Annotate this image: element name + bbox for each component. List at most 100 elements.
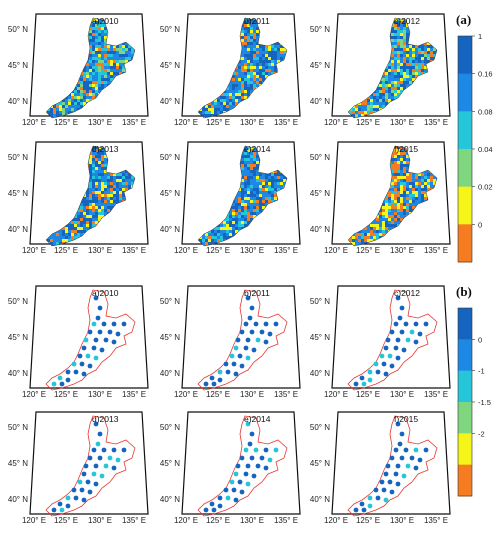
- station-dot: [223, 361, 229, 367]
- station-dot: [85, 479, 91, 485]
- station-dot: [383, 345, 389, 351]
- station-dot: [395, 355, 401, 361]
- lon-tick-label: 130° E: [240, 390, 264, 399]
- colorbar-segment: [458, 224, 472, 263]
- colorbar-segment: [458, 433, 472, 466]
- station-dot: [247, 315, 253, 321]
- lon-tick-label: 135° E: [122, 516, 146, 525]
- a-panel-6: f)2015 50° N 45° N 40° N 120° E 125° E 130° E 1…: [310, 141, 451, 255]
- station-dot: [73, 369, 79, 375]
- station-dot: [121, 447, 127, 453]
- lon-tick-label: 130° E: [240, 516, 264, 525]
- a-panel-4: d)2013 50° N 45° N 40° N 120° E 125° E 130° E 1…: [8, 141, 149, 255]
- lat-tick-label: 45° N: [160, 189, 180, 198]
- part-letter: (b): [456, 284, 472, 299]
- station-dot: [423, 447, 429, 453]
- station-dot: [249, 431, 255, 437]
- lat-tick-label: 45° N: [8, 61, 28, 70]
- lon-tick-label: 130° E: [240, 118, 264, 127]
- lon-tick-label: 120° E: [22, 516, 46, 525]
- station-dot: [95, 441, 101, 447]
- lat-tick-label: 40° N: [310, 97, 330, 106]
- part-letter: (a): [456, 12, 471, 27]
- station-dot: [115, 331, 121, 337]
- station-dot: [65, 495, 71, 501]
- station-dot: [83, 337, 89, 343]
- station-dot: [397, 315, 403, 321]
- colorbar-a: (a) 1 0.16 0.08 0.04 0.02 0: [456, 12, 493, 263]
- station-dot: [399, 329, 405, 335]
- station-dot: [217, 377, 223, 383]
- a-panel-2: b)2011 50° N 45° N 40° N 120° E 125° E 130° E 1…: [160, 13, 301, 127]
- lon-tick-label: 135° E: [274, 516, 298, 525]
- station-dot: [91, 345, 97, 351]
- station-dot: [93, 295, 99, 301]
- region-boundary: [45, 415, 136, 517]
- panel-label: d)2013: [92, 144, 119, 154]
- station-dot: [251, 347, 257, 353]
- station-dot: [77, 479, 83, 485]
- lat-tick-label: 50° N: [310, 423, 330, 432]
- map-region: [197, 415, 288, 517]
- station-dot: [81, 497, 87, 503]
- station-dot: [259, 455, 265, 461]
- station-dot: [233, 497, 239, 503]
- station-dot: [361, 507, 367, 513]
- lat-tick-label: 40° N: [310, 225, 330, 234]
- colorbar-tick-label: 0: [478, 335, 482, 344]
- station-dot: [79, 487, 85, 493]
- station-dot: [83, 463, 89, 469]
- station-dot: [413, 339, 419, 345]
- lat-tick-label: 50° N: [310, 153, 330, 162]
- station-dot: [399, 431, 405, 437]
- station-dot: [255, 337, 261, 343]
- lon-tick-label: 120° E: [324, 390, 348, 399]
- station-dot: [401, 473, 407, 479]
- lat-tick-label: 40° N: [160, 495, 180, 504]
- station-dot: [211, 381, 217, 387]
- a-panel-3: c)2012 50° N 45° N 40° N 120° E 125° E 130° E 1…: [310, 13, 451, 127]
- station-dot: [87, 455, 93, 461]
- map-frame: [331, 285, 451, 389]
- map-region: [347, 415, 438, 517]
- lon-tick-label: 135° E: [122, 246, 146, 255]
- colorbar-segment: [458, 111, 472, 150]
- station-dot: [87, 329, 93, 335]
- panel-label: d)2013: [92, 414, 119, 424]
- station-dot: [375, 495, 381, 501]
- lon-tick-label: 120° E: [174, 118, 198, 127]
- b-panel-1: a)2010 50° N 45° N 40° N 120° E 125° E 130° E 1…: [8, 285, 149, 399]
- station-dot: [399, 455, 405, 461]
- station-dot: [249, 305, 255, 311]
- station-dot: [97, 431, 103, 437]
- station-dot: [233, 471, 239, 477]
- station-dot: [97, 305, 103, 311]
- lon-tick-label: 120° E: [324, 516, 348, 525]
- station-dot: [231, 487, 237, 493]
- station-dot: [87, 363, 93, 369]
- station-dot: [73, 495, 79, 501]
- station-dot: [273, 447, 279, 453]
- station-dot: [253, 447, 259, 453]
- station-dot: [65, 377, 71, 383]
- station-dot: [383, 497, 389, 503]
- station-dot: [107, 329, 113, 335]
- station-dot: [403, 447, 409, 453]
- lon-tick-label: 125° E: [356, 246, 380, 255]
- station-dot: [103, 337, 109, 343]
- lat-tick-label: 45° N: [310, 61, 330, 70]
- station-dot: [353, 507, 359, 513]
- lon-tick-label: 130° E: [240, 246, 264, 255]
- station-dot: [243, 345, 249, 351]
- lon-tick-label: 135° E: [274, 390, 298, 399]
- station-dot: [93, 463, 99, 469]
- lon-tick-label: 120° E: [324, 246, 348, 255]
- region-boundary: [197, 289, 288, 391]
- station-dot: [107, 455, 113, 461]
- station-dot: [229, 353, 235, 359]
- colorbar-segment: [458, 402, 472, 434]
- colorbar-tick-label: 0.02: [478, 183, 493, 192]
- station-dot: [57, 375, 63, 381]
- station-dot: [237, 353, 243, 359]
- station-dot: [367, 503, 373, 509]
